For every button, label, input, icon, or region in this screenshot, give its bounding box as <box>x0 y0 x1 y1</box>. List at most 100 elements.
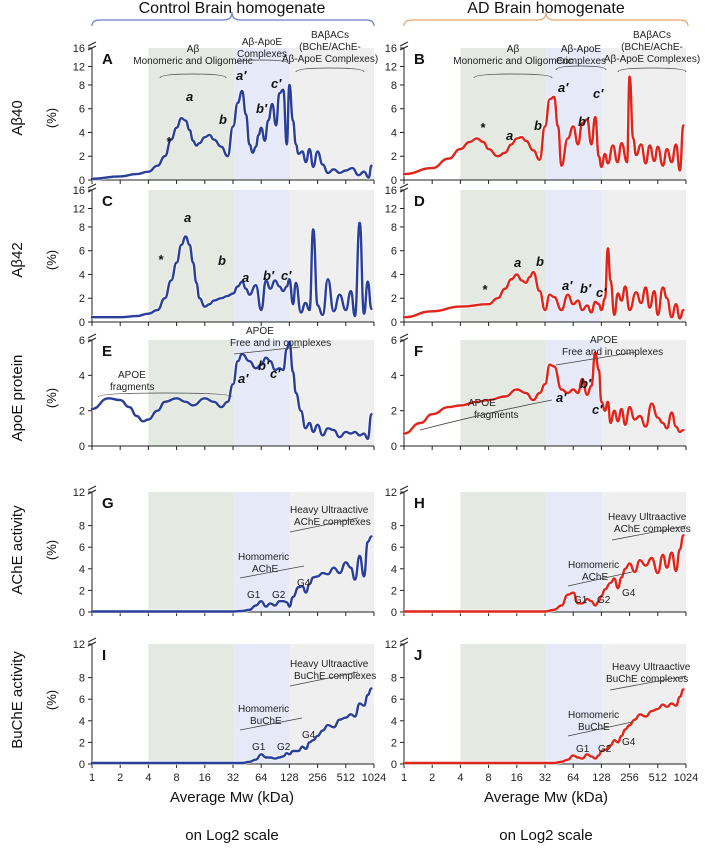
data-point <box>265 279 267 282</box>
data-point <box>666 705 668 708</box>
data-point <box>633 418 636 421</box>
data-point <box>403 432 405 435</box>
unit-label: (%) <box>44 540 59 560</box>
data-point <box>548 293 551 296</box>
annot-abeta-mono: Aβ Monomeric and Oligomeric <box>453 44 573 67</box>
data-point <box>577 602 579 605</box>
data-point <box>370 308 373 310</box>
data-point <box>594 300 597 303</box>
x-tick-label: 2 <box>429 772 435 784</box>
data-point <box>203 136 206 139</box>
data-point <box>288 84 291 86</box>
data-point <box>263 139 266 142</box>
data-point <box>577 299 579 302</box>
data-point <box>515 388 518 391</box>
data-point <box>604 153 606 155</box>
data-point <box>609 422 612 424</box>
annot-abeta-apoe: Aβ-ApoE Complexes <box>556 44 606 67</box>
data-point <box>232 762 234 764</box>
data-point <box>607 162 609 165</box>
data-point <box>532 271 535 273</box>
data-point <box>662 164 664 167</box>
data-point <box>572 303 575 306</box>
data-point <box>288 340 291 343</box>
data-point <box>119 175 122 178</box>
data-point <box>613 577 616 580</box>
row-label-text: Aβ40 <box>9 100 26 135</box>
data-point <box>265 356 267 359</box>
data-point <box>308 583 311 585</box>
y-tick-label: 2 <box>391 151 397 163</box>
data-point <box>612 144 614 147</box>
data-point <box>184 235 187 238</box>
data-point <box>135 173 138 176</box>
annot-apoe-fragments-line2: fragments <box>110 382 154 393</box>
y-tick-label: 8 <box>79 222 85 234</box>
data-point <box>600 400 603 403</box>
region-apoe-complexes <box>233 48 290 180</box>
y-tick-label: 12 <box>385 61 397 73</box>
region-monomeric <box>460 340 545 446</box>
x-tick-label: 64 <box>255 772 267 784</box>
data-point <box>604 297 606 300</box>
data-point <box>301 585 304 587</box>
data-point <box>662 703 664 706</box>
data-point <box>403 316 405 319</box>
data-point <box>476 400 478 403</box>
g2-label: G2 <box>277 742 291 753</box>
data-point <box>354 431 356 433</box>
data-point <box>327 427 329 430</box>
annot-heavy-buche: Heavy Ultraactive BuChE complexes <box>290 659 376 682</box>
data-point <box>620 408 623 410</box>
data-point <box>581 757 584 760</box>
data-point <box>164 400 166 403</box>
data-point <box>107 397 110 400</box>
y-tick-label: 0 <box>79 175 85 187</box>
x-tick-label: 128 <box>592 772 610 784</box>
data-point <box>525 281 527 284</box>
annot-heavy-buche-line2: BuChE complexes <box>606 674 688 685</box>
annot-homomeric-buche-line2: BuChE <box>250 716 282 727</box>
data-point <box>670 316 673 319</box>
y-tick-label: 2 <box>79 406 85 418</box>
data-point <box>613 409 616 412</box>
data-point <box>260 600 263 603</box>
y-tick-label: 2 <box>79 293 85 305</box>
data-point <box>607 247 609 250</box>
x-tick-label: 4 <box>145 772 151 784</box>
data-point <box>292 596 294 598</box>
data-point <box>297 586 300 589</box>
data-point <box>597 155 600 158</box>
peak-b: b <box>536 254 544 269</box>
data-point <box>590 600 593 603</box>
data-point <box>208 303 211 306</box>
data-point <box>586 753 588 756</box>
data-point <box>487 399 490 401</box>
data-point <box>586 304 588 307</box>
data-point <box>496 297 499 300</box>
data-point <box>338 572 341 574</box>
y-tick-label: 4 <box>79 127 85 139</box>
annot-homomeric-ache: Homomeric AChE <box>568 560 619 583</box>
data-point <box>213 299 215 302</box>
annot-babacs-line2: (BChE/AChE- <box>299 42 361 53</box>
data-point <box>91 610 93 613</box>
annot-bracket <box>555 65 607 71</box>
data-point <box>566 293 569 296</box>
data-point <box>147 418 150 421</box>
data-point <box>682 429 685 431</box>
x-tick-label: 16 <box>511 772 523 784</box>
peak-a-prime: a′ <box>238 371 249 386</box>
x-axis-label-control: Average Mw (kDa) <box>170 789 294 806</box>
annot-abeta-mono: Aβ Monomeric and Oligomeric <box>133 44 253 67</box>
annot-bracket <box>159 73 227 79</box>
data-point <box>282 88 285 91</box>
data-point <box>648 306 651 309</box>
data-point <box>675 425 677 428</box>
row-label-text: BuChE activity <box>9 651 26 749</box>
data-point <box>525 139 527 142</box>
scale-note-control: on Log2 scale <box>185 827 278 844</box>
data-point <box>520 279 523 282</box>
data-point <box>245 287 247 290</box>
